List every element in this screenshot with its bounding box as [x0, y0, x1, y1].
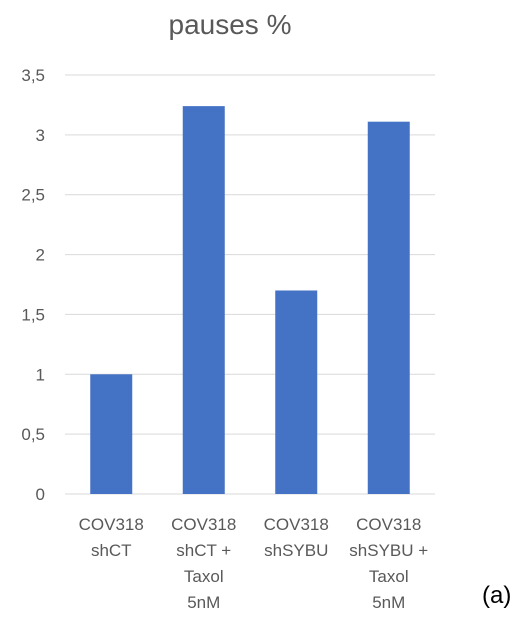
panel-label: (a)	[482, 582, 512, 609]
chart-title: pauses %	[169, 9, 292, 40]
y-tick-label: 0	[36, 485, 45, 504]
x-tick-label-line: shSYBU +	[349, 541, 428, 560]
x-tick-label-line: COV318	[356, 515, 421, 534]
x-tick-label-line: shSYBU	[264, 541, 328, 560]
x-tick-label-line: Taxol	[369, 567, 409, 586]
bar	[367, 121, 410, 494]
bar	[182, 106, 225, 494]
y-tick-label: 3,5	[21, 66, 45, 85]
x-tick-label-line: Taxol	[184, 567, 224, 586]
y-axis-ticks: 0 0,5 1 1,5 2 2,5 3 3,5	[21, 66, 45, 504]
bar	[275, 290, 318, 494]
x-tick-label: COV318 shSYBU + Taxol 5nM	[349, 515, 428, 612]
x-tick-label-line: COV318	[264, 515, 329, 534]
x-tick-label-line: 5nM	[187, 593, 220, 612]
y-tick-label: 1,5	[21, 305, 45, 324]
x-tick-label-line: COV318	[79, 515, 144, 534]
y-tick-label: 2,5	[21, 186, 45, 205]
x-axis-ticks: COV318 shCT COV318 shCT + Taxol 5nM COV318 shSY…	[79, 515, 429, 612]
x-tick-label: COV318 shCT	[79, 515, 144, 560]
y-tick-label: 3	[36, 126, 45, 145]
y-tick-label: 0,5	[21, 425, 45, 444]
x-tick-label-line: shCT +	[176, 541, 231, 560]
x-tick-label: COV318 shSYBU	[264, 515, 329, 560]
x-tick-label-line: COV318	[171, 515, 236, 534]
bar	[90, 374, 133, 494]
y-tick-label: 1	[36, 365, 45, 384]
x-tick-label-line: shCT	[91, 541, 132, 560]
x-tick-label: COV318 shCT + Taxol 5nM	[171, 515, 236, 612]
bars	[90, 106, 410, 494]
y-tick-label: 2	[36, 246, 45, 265]
x-tick-label-line: 5nM	[372, 593, 405, 612]
